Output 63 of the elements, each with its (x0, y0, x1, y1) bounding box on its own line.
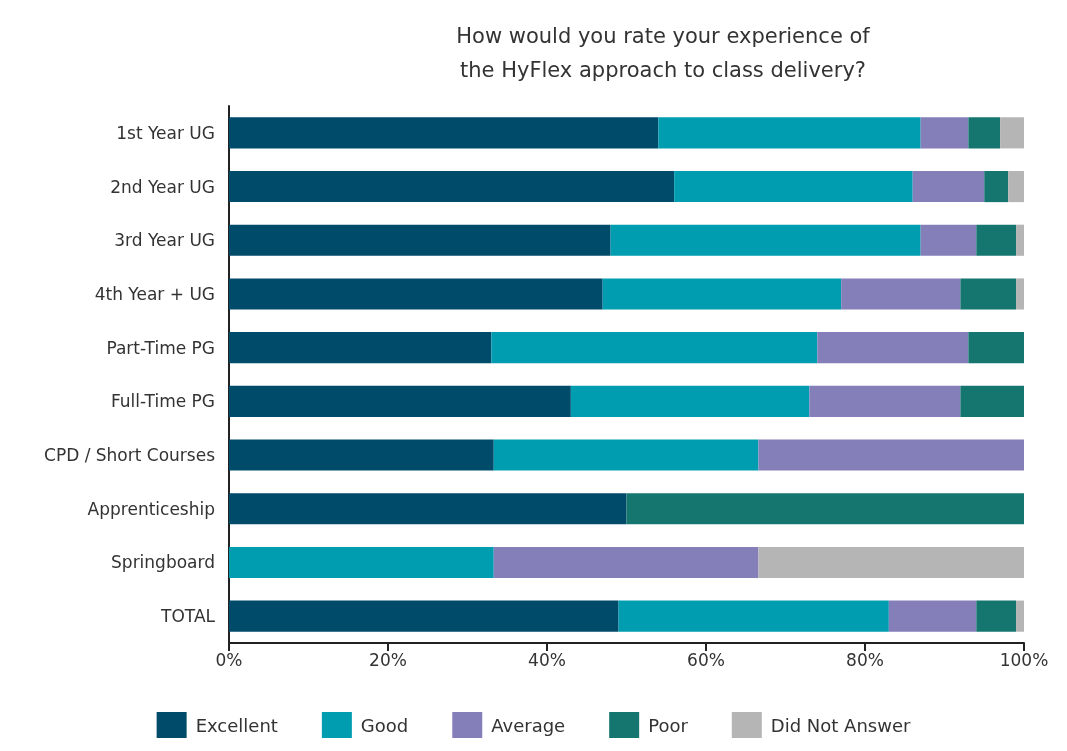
bar (229, 439, 494, 471)
bar (493, 546, 759, 579)
bar (1000, 117, 1024, 149)
chart-title: How would you rate your experience of the HyFlex approach to class delivery? (456, 24, 871, 82)
legend-label: Did Not Answer (770, 714, 911, 736)
y-tick-label: Springboard (111, 552, 215, 573)
bar (229, 332, 492, 364)
x-tick-label: 40% (528, 649, 566, 670)
bar (658, 117, 921, 149)
bar (968, 332, 1024, 364)
bar (888, 600, 977, 632)
bar (960, 385, 1024, 417)
bar (491, 332, 818, 364)
bar (626, 493, 1024, 525)
bar (960, 278, 1017, 310)
bar (920, 117, 969, 149)
bar (229, 493, 627, 525)
legend-label: Excellent (195, 714, 278, 736)
bar (229, 224, 611, 256)
legend-label: Average (491, 714, 566, 736)
bar (817, 332, 969, 364)
y-tick-label: TOTAL (160, 606, 216, 627)
bar (674, 170, 913, 203)
bar (1016, 224, 1024, 256)
y-tick-label: CPD / Short Courses (44, 445, 216, 466)
bar (1016, 278, 1024, 310)
x-tick-label: 20% (369, 649, 407, 670)
bar (809, 385, 961, 417)
bar (570, 385, 810, 417)
x-tick-label: 0% (215, 649, 243, 670)
bar (1008, 170, 1024, 203)
bar (912, 170, 985, 203)
x-tick-label: 80% (846, 649, 884, 670)
bar (758, 439, 1024, 471)
bar (229, 170, 675, 203)
legend-label: Poor (648, 714, 689, 736)
y-tick-label: Apprenticeship (87, 498, 215, 519)
bar (229, 385, 571, 417)
bar (1016, 600, 1024, 632)
bar (229, 600, 619, 632)
bar (618, 600, 889, 632)
y-tick-label: 1st Year UG (116, 122, 215, 143)
bar (229, 546, 494, 579)
x-tick-label: 100% (999, 649, 1049, 670)
y-tick-label: Part-Time PG (106, 337, 215, 358)
bar (976, 224, 1017, 256)
bar (984, 170, 1009, 203)
x-tick-label: 60% (687, 649, 725, 670)
bar (610, 224, 921, 256)
bar (976, 600, 1017, 632)
y-tick-label: 3rd Year UG (114, 230, 215, 251)
y-tick-label: Full-Time PG (110, 391, 215, 412)
bar (841, 278, 961, 310)
bar (229, 278, 603, 310)
bar (968, 117, 1001, 149)
bar (920, 224, 977, 256)
legend-label: Good (360, 714, 409, 736)
y-tick-label: 4th Year + UG (94, 283, 215, 304)
bar (758, 546, 1024, 579)
y-tick-label: 2nd Year UG (110, 176, 215, 197)
bar (229, 117, 659, 149)
bar (493, 439, 759, 471)
bar (602, 278, 842, 310)
